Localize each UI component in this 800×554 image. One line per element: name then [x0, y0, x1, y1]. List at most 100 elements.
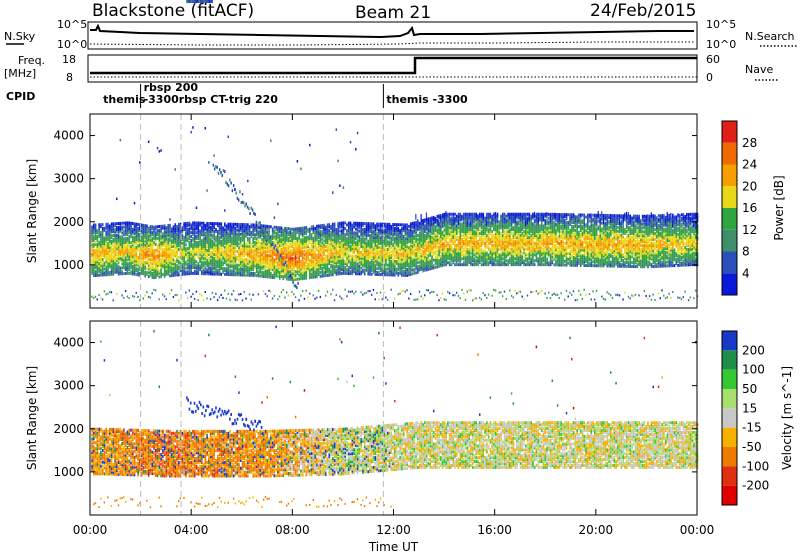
power-cell [454, 224, 456, 228]
power-cell [110, 272, 113, 276]
power-cell [298, 228, 301, 232]
power-cell [401, 267, 403, 271]
power-cell [360, 241, 362, 245]
power-cell [270, 271, 272, 275]
power-cell [385, 224, 387, 228]
power-cell [376, 238, 378, 242]
power-cell [201, 231, 203, 235]
power-cell [181, 267, 184, 271]
power-cell [397, 244, 400, 248]
power-cell [296, 271, 299, 275]
power-cell [296, 256, 299, 260]
power-cell [232, 230, 235, 234]
power-cell [386, 298, 389, 301]
power-cell [261, 255, 263, 259]
power-cell [181, 226, 184, 230]
power-cell [445, 224, 447, 228]
power-cell [131, 245, 134, 249]
power-cell [216, 270, 219, 274]
power-cell [105, 230, 108, 234]
power-cell [319, 257, 322, 261]
power-cell [199, 268, 201, 272]
power-cell [121, 254, 123, 258]
power-cell [110, 228, 113, 232]
power-cell [262, 249, 265, 253]
power-cell [376, 245, 378, 249]
power-cell [298, 269, 301, 273]
power-cell [353, 270, 355, 274]
power-cell [418, 245, 421, 249]
power-cell [193, 248, 196, 252]
power-cell [147, 263, 150, 267]
power-cell [197, 235, 200, 239]
power-cell [409, 253, 412, 257]
power-cell [347, 237, 350, 241]
power-cell [107, 259, 109, 263]
power-cell [287, 262, 290, 266]
power-cell [301, 273, 304, 277]
power-cell [238, 257, 240, 261]
power-cell [126, 295, 129, 298]
power-cell [229, 228, 231, 232]
power-cell [312, 264, 315, 268]
power-cell [165, 230, 168, 234]
power-cell [206, 239, 208, 243]
power-cell [105, 226, 108, 230]
power-cell [231, 259, 233, 263]
power-cell [363, 239, 366, 243]
power-cell [447, 236, 449, 240]
power-cell [119, 258, 122, 262]
power-cell [282, 236, 285, 240]
power-cell [415, 267, 417, 271]
power-cell [372, 239, 375, 243]
power-cell [447, 222, 449, 226]
power-cell [406, 242, 408, 246]
power-cell [183, 239, 185, 243]
power-cell [440, 221, 442, 225]
power-cell [135, 245, 138, 249]
power-cell [420, 240, 423, 244]
power-cell [192, 221, 194, 225]
power-cell [123, 262, 125, 266]
power-cell [215, 227, 217, 231]
power-cell [454, 237, 456, 241]
power-cell [238, 222, 240, 226]
power-cell [239, 273, 242, 277]
power-cell [123, 221, 125, 225]
power-cell [123, 272, 125, 276]
power-cell [417, 251, 419, 255]
power-cell [440, 225, 442, 229]
power-cell [259, 257, 262, 261]
power-cell [231, 261, 233, 265]
power-cell [367, 255, 370, 259]
power-cell [425, 221, 428, 225]
power-cell [401, 252, 403, 256]
power-cell [321, 245, 324, 249]
power-cell [231, 244, 233, 248]
power-cell [369, 226, 371, 230]
power-cell [179, 269, 182, 273]
power-cell [247, 271, 249, 275]
power-cell [390, 236, 393, 240]
power-cell [448, 261, 451, 265]
power-cell [376, 239, 378, 243]
power-cell [369, 228, 371, 232]
power-cell [248, 271, 251, 275]
power-cell [220, 253, 223, 257]
power-cell [174, 263, 177, 267]
power-cell [411, 249, 414, 253]
power-cell [156, 260, 159, 264]
power-cell [163, 267, 166, 271]
power-cell [413, 221, 416, 225]
power-cell [158, 244, 161, 248]
power-cell [390, 271, 393, 275]
power-cell [112, 224, 115, 228]
power-cell [94, 262, 97, 266]
freq-tick-bottom: 8 [66, 71, 73, 84]
power-cell [271, 252, 274, 256]
power-cell [431, 261, 433, 265]
power-cell [163, 247, 166, 251]
power-cell [324, 237, 327, 241]
power-cell [252, 231, 254, 235]
power-cell [140, 242, 143, 246]
